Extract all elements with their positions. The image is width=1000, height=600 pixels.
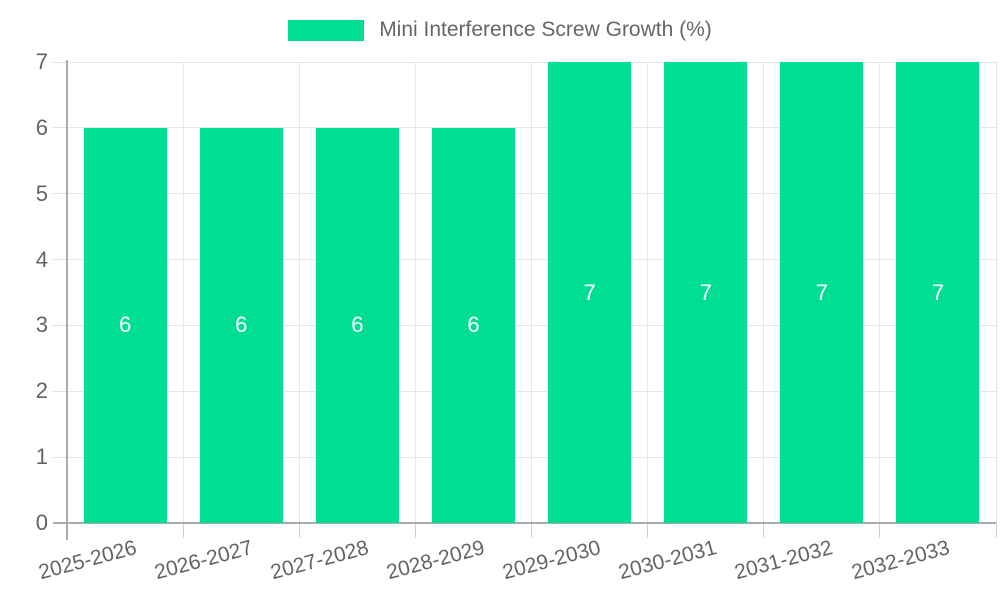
bar	[548, 62, 632, 523]
bar-value-label: 6	[235, 312, 248, 338]
gridline-vertical	[647, 62, 649, 523]
bar	[664, 62, 748, 523]
gridline-vertical	[298, 62, 300, 523]
bar	[780, 62, 864, 523]
bar-value-label: 6	[118, 312, 132, 338]
y-tick-label: 0	[35, 510, 48, 535]
x-tick-label: 2028-2029	[384, 536, 488, 585]
legend-item[interactable]: Mini Interference Screw Growth (%)	[288, 19, 712, 41]
y-axis-line	[66, 60, 68, 540]
gridline-vertical	[879, 62, 881, 523]
y-tick-label: 2	[35, 378, 48, 404]
x-axis-tick	[182, 523, 184, 538]
bar	[896, 62, 980, 523]
legend-label: Mini Interference Screw Growth (%)	[379, 18, 712, 41]
bar-value-label: 7	[699, 279, 712, 305]
x-tick-label: 2030-2031	[616, 536, 720, 585]
x-axis-tick	[995, 523, 997, 538]
bar	[199, 127, 283, 523]
y-tick-label: 1	[35, 444, 48, 470]
y-tick-label: 3	[35, 312, 48, 338]
y-tick-label: 4	[35, 246, 48, 272]
x-axis-tick	[531, 523, 532, 538]
y-axis-tick	[53, 193, 67, 195]
bar-value-label: 7	[583, 279, 596, 305]
y-axis-tick	[53, 324, 67, 326]
legend-swatch-icon	[288, 19, 365, 41]
gridline-vertical	[763, 62, 765, 523]
bar-value-label: 6	[351, 312, 364, 338]
bar	[315, 127, 399, 523]
x-axis-tick	[879, 523, 881, 538]
x-tick-label: 2029-2030	[500, 536, 604, 585]
y-axis-tick	[53, 127, 67, 129]
y-tick-label: 7	[35, 49, 48, 74]
x-axis-tick	[647, 523, 649, 538]
gridline-vertical	[995, 62, 997, 523]
bar	[431, 127, 515, 523]
bar	[83, 127, 167, 523]
chart-legend: Mini Interference Screw Growth (%)	[0, 19, 1000, 41]
x-tick-label: 2025-2026	[35, 536, 139, 585]
x-tick-label: 2031-2032	[732, 536, 836, 585]
x-axis-tick	[298, 523, 300, 538]
y-axis-tick	[53, 259, 67, 261]
y-tick-label: 5	[35, 180, 48, 206]
x-tick-label: 2026-2027	[151, 536, 255, 585]
bar-value-label: 7	[931, 279, 945, 305]
x-tick-label: 2032-2033	[848, 536, 952, 585]
x-axis-tick	[763, 523, 765, 538]
y-axis-tick	[53, 390, 67, 392]
x-tick-label: 2027-2028	[268, 536, 372, 585]
gridline-vertical	[531, 62, 532, 523]
y-tick-label: 6	[35, 114, 48, 140]
x-axis-line	[53, 522, 996, 524]
y-axis-tick	[53, 456, 67, 458]
y-axis-tick	[53, 61, 67, 63]
bar-value-label: 6	[467, 312, 480, 338]
gridline-vertical	[414, 62, 416, 523]
x-axis-tick	[414, 523, 416, 538]
gridline-vertical	[182, 62, 184, 523]
bar-value-label: 7	[815, 279, 828, 305]
